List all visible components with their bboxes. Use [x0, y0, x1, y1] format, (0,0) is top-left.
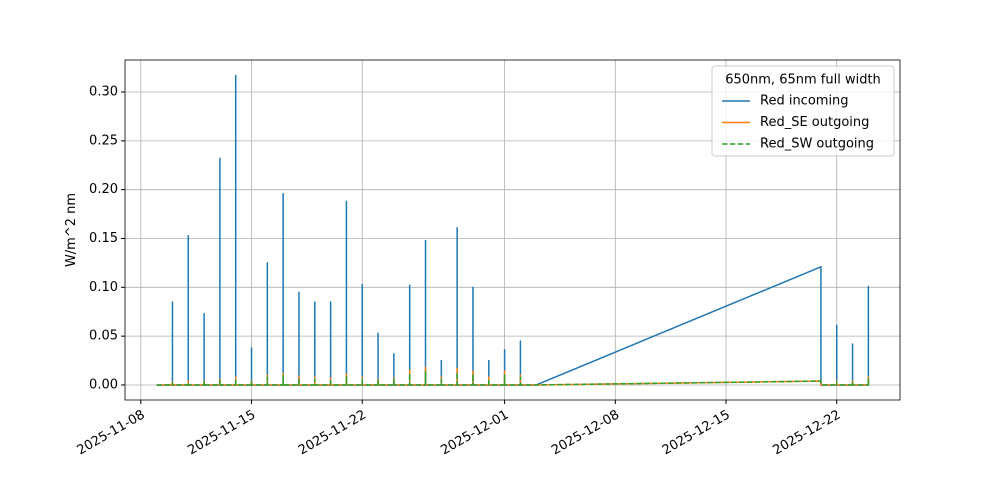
x-tick-label: 2025-12-22 — [771, 408, 844, 459]
x-tick-label: 2025-12-15 — [660, 408, 733, 459]
series-line — [156, 74, 870, 386]
x-tick-label: 2025-12-08 — [549, 408, 622, 459]
x-tick-label: 2025-11-15 — [185, 408, 258, 459]
y-tick-label: 0.20 — [89, 182, 118, 197]
legend: 650nm, 65nm full width Red incoming Red_SE… — [711, 65, 895, 157]
x-tick-label: 2025-12-01 — [438, 408, 511, 459]
legend-label: Red incoming — [760, 94, 849, 109]
legend-label: Red_SW outgoing — [760, 137, 874, 152]
series-line — [156, 366, 870, 386]
y-tick-label: 0.10 — [89, 280, 118, 295]
x-tick-label: 2025-11-08 — [75, 408, 148, 459]
y-tick-label: 0.05 — [89, 329, 118, 344]
y-tick-label: 0.25 — [89, 133, 118, 148]
y-tick-label: 0.30 — [89, 85, 118, 100]
legend-title: 650nm, 65nm full width — [725, 73, 881, 88]
y-axis-label: W/m^2 nm — [64, 193, 79, 267]
legend-box — [711, 65, 895, 157]
x-tick-label: 2025-11-22 — [296, 408, 369, 459]
series-line — [156, 370, 870, 386]
legend-label: Red_SE outgoing — [760, 115, 869, 130]
plot-frame — [124, 59, 901, 401]
y-tick-label: 0.15 — [89, 231, 118, 246]
y-tick-label: 0.00 — [89, 377, 118, 392]
